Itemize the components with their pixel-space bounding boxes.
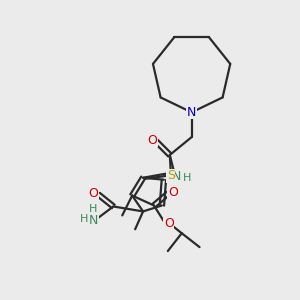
Text: N: N bbox=[172, 170, 182, 183]
Text: N: N bbox=[89, 214, 98, 227]
Text: N: N bbox=[187, 106, 196, 119]
Text: O: O bbox=[164, 217, 174, 230]
Text: O: O bbox=[147, 134, 157, 147]
Text: S: S bbox=[167, 169, 175, 182]
Text: O: O bbox=[88, 187, 98, 200]
Text: H: H bbox=[89, 204, 98, 214]
Text: H: H bbox=[182, 173, 191, 183]
Text: O: O bbox=[168, 186, 178, 199]
Text: H: H bbox=[80, 214, 88, 224]
